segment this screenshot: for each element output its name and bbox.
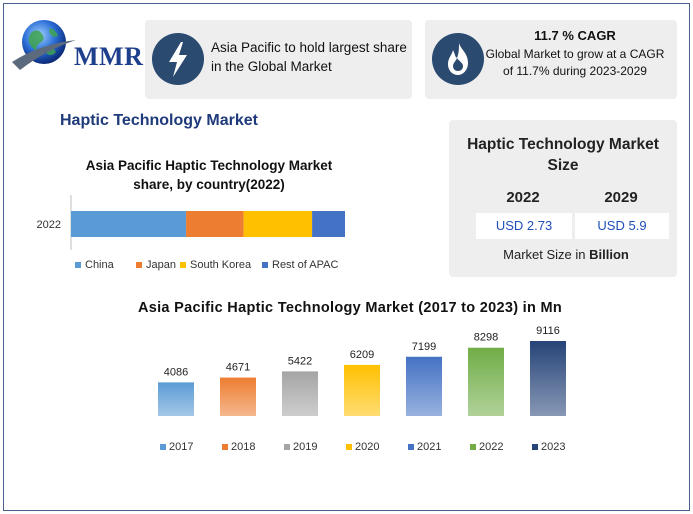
year-2022-label: 2022	[506, 189, 540, 206]
legend-label: China	[85, 259, 115, 271]
globe-icon	[12, 20, 76, 70]
market-size-panel: Haptic Technology Market Size 2022 2029 …	[449, 120, 677, 277]
share-legend-item: Japan	[136, 259, 176, 271]
column-value-label: 8298	[474, 332, 498, 344]
market-size-note: Market Size in Billion	[449, 247, 683, 262]
column-bar-2020	[344, 364, 380, 416]
share-segment-rest-of-apac	[312, 211, 345, 237]
share-segment-china	[71, 211, 187, 237]
column-value-label: 4671	[226, 362, 250, 374]
cagr-text: Global Market to grow at a CAGR of 11.7%…	[485, 47, 665, 78]
legend-label: 2020	[355, 441, 379, 453]
share-legend-item: Rest of APAC	[262, 259, 338, 271]
column-legend-item: 2020	[346, 441, 379, 453]
legend-label: Rest of APAC	[272, 259, 338, 271]
share-segment-south-korea	[243, 211, 313, 237]
legend-swatch	[284, 444, 290, 450]
share-stacked-bar-chart: 2022 China Japan South Korea Rest of APAC	[37, 195, 345, 271]
largest-share-text: Asia Pacific to hold largest share in th…	[211, 40, 407, 74]
legend-swatch	[408, 444, 414, 450]
market-size-title: Haptic Technology Market Size	[467, 136, 659, 174]
legend-swatch	[470, 444, 476, 450]
legend-swatch	[262, 262, 268, 268]
share-legend-item: China	[75, 259, 115, 271]
value-2029: USD 5.9	[575, 213, 669, 239]
column-bar-2022	[468, 347, 504, 416]
legend-label: 2021	[417, 441, 441, 453]
cagr-title: 11.7 % CAGR	[534, 28, 616, 43]
legend-label: 2023	[541, 441, 565, 453]
column-legend-item: 2017	[160, 441, 193, 453]
legend-swatch	[222, 444, 228, 450]
legend-label: 2019	[293, 441, 317, 453]
legend-swatch	[75, 262, 81, 268]
page-title: Haptic Technology Market	[60, 112, 258, 129]
lightning-icon	[169, 42, 187, 77]
note-prefix: Market Size in	[503, 247, 590, 262]
mmr-logo: MMR	[10, 14, 144, 78]
legend-swatch	[346, 444, 352, 450]
share-category-label: 2022	[37, 219, 61, 231]
value-2022: USD 2.73	[476, 213, 572, 239]
flame-icon	[448, 43, 468, 75]
column-bar-2017	[158, 382, 194, 416]
column-bar-2021	[406, 356, 442, 416]
info-card-cagr: 11.7 % CAGR Global Market to grow at a C…	[425, 20, 677, 99]
share-chart-title: Asia Pacific Haptic Technology Market sh…	[85, 158, 333, 192]
legend-label: South Korea	[190, 259, 252, 271]
legend-swatch	[160, 444, 166, 450]
column-bar-2019	[282, 371, 318, 416]
column-legend-item: 2018	[222, 441, 255, 453]
info-card-largest-share: Asia Pacific to hold largest share in th…	[145, 20, 412, 99]
column-legend-item: 2022	[470, 441, 503, 453]
legend-swatch	[180, 262, 186, 268]
column-value-label: 5422	[288, 355, 312, 367]
legend-label: Japan	[146, 259, 176, 271]
column-value-label: 4086	[164, 366, 188, 378]
column-legend-item: 2023	[532, 441, 565, 453]
column-legend-item: 2019	[284, 441, 317, 453]
logo-text: MMR	[74, 42, 144, 71]
share-legend-item: South Korea	[180, 259, 252, 271]
column-legend-item: 2021	[408, 441, 441, 453]
note-unit: Billion	[589, 247, 629, 262]
year-2029-label: 2029	[604, 189, 638, 206]
legend-label: 2018	[231, 441, 255, 453]
share-segment-japan	[186, 211, 244, 237]
column-value-label: 7199	[412, 341, 436, 353]
legend-label: 2022	[479, 441, 503, 453]
column-bar-2018	[220, 377, 256, 416]
legend-swatch	[532, 444, 538, 450]
icon-circle	[152, 33, 204, 85]
icon-circle	[432, 33, 484, 85]
legend-swatch	[136, 262, 142, 268]
column-value-label: 6209	[350, 349, 374, 361]
annual-column-chart: 4086 2017 4671 2018 5422 2019 6209 2020 7199 2021…	[158, 325, 566, 453]
column-value-label: 9116	[536, 325, 560, 337]
legend-label: 2017	[169, 441, 193, 453]
annual-chart-title: Asia Pacific Haptic Technology Market (2…	[137, 300, 563, 316]
column-bar-2023	[530, 341, 566, 416]
